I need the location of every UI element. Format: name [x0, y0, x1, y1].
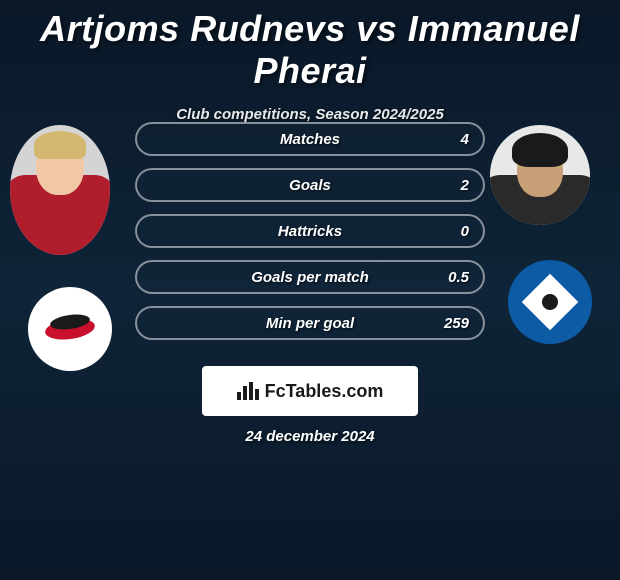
player1-hair [34, 131, 86, 159]
team1-logo [28, 287, 112, 371]
stat-row: Min per goal 259 [135, 306, 485, 340]
diamond-icon [522, 274, 579, 331]
stat-value: 259 [444, 315, 469, 332]
page-title: Artjoms Rudnevs vs Immanuel Pherai [0, 0, 620, 92]
player2-hair [512, 133, 568, 167]
stat-row: Hattricks 0 [135, 214, 485, 248]
hurricane-icon [40, 309, 100, 349]
team2-logo [508, 260, 592, 344]
stat-row: Matches 4 [135, 122, 485, 156]
stat-value: 0.5 [448, 269, 469, 286]
bars-icon [237, 382, 259, 400]
player1-avatar [10, 125, 110, 255]
stat-label: Goals per match [251, 269, 369, 286]
subtitle: Club competitions, Season 2024/2025 [0, 106, 620, 123]
stat-row: Goals 2 [135, 168, 485, 202]
branding-label: FcTables.com [265, 381, 384, 402]
stat-value: 2 [461, 177, 469, 194]
stat-value: 4 [461, 131, 469, 148]
stat-value: 0 [461, 223, 469, 240]
stat-label: Min per goal [266, 315, 354, 332]
stat-label: Matches [280, 131, 340, 148]
player2-avatar [490, 125, 590, 225]
branding-badge: FcTables.com [202, 366, 418, 416]
stat-row: Goals per match 0.5 [135, 260, 485, 294]
stats-container: Matches 4 Goals 2 Hattricks 0 Goals per … [135, 122, 485, 352]
footer-date: 24 december 2024 [245, 428, 374, 445]
stat-label: Goals [289, 177, 331, 194]
stat-label: Hattricks [278, 223, 342, 240]
